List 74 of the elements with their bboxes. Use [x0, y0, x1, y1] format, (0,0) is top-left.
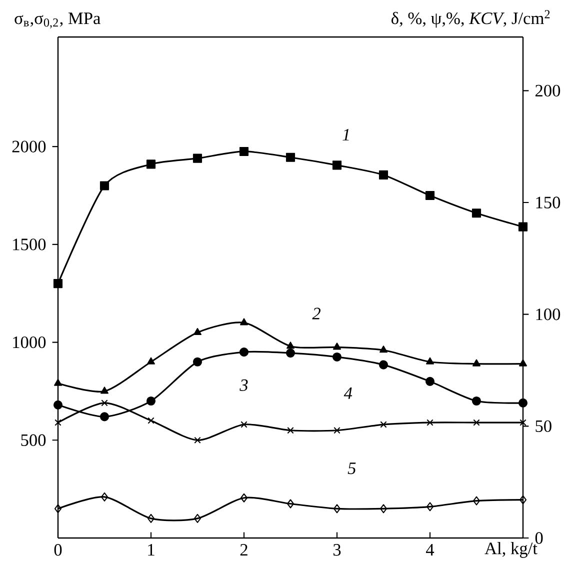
point [192, 357, 202, 366]
point [426, 419, 434, 426]
point [380, 421, 387, 428]
point [240, 493, 248, 502]
point [379, 346, 388, 353]
y-tick-label: 2000 [12, 140, 46, 152]
point [100, 181, 110, 190]
point [53, 279, 63, 288]
point [148, 417, 154, 424]
point [100, 386, 108, 394]
point [194, 328, 202, 336]
point [286, 342, 294, 349]
x-tick-label: 3 [334, 544, 341, 556]
x-tick-label: 0 [54, 544, 62, 556]
y2-tick-label: 200 [535, 84, 560, 97]
y-tick-label: 1000 [13, 336, 46, 348]
point [333, 504, 341, 514]
annotation: 1 [342, 128, 349, 140]
annotation: 5 [348, 462, 356, 474]
point [473, 419, 480, 426]
point [425, 190, 435, 200]
point [240, 318, 248, 326]
point [332, 160, 342, 170]
point [426, 357, 434, 364]
point [53, 400, 63, 410]
annotation: 3 [240, 379, 248, 392]
point [239, 146, 249, 156]
y-tick-label: 1500 [13, 238, 46, 250]
y2-tick-label: 50 [536, 420, 552, 432]
point [286, 348, 296, 358]
point [333, 342, 341, 350]
y-axis-title: σ$_{в}$,σ$_{0,2}$, MPa [14, 12, 100, 28]
point [101, 400, 108, 406]
y2-tick-label: 100 [536, 308, 560, 320]
point [425, 376, 435, 386]
point [147, 357, 155, 364]
x-tick-label: 2 [240, 544, 248, 556]
point [472, 496, 480, 506]
point [100, 412, 110, 422]
point [146, 396, 156, 406]
point [380, 504, 388, 514]
point [472, 396, 482, 406]
point [334, 427, 340, 434]
point [239, 348, 249, 357]
y2-axis-title: δ, %, ψ,%, KCV, J/cm$^{2}$ [392, 10, 550, 28]
point [194, 436, 201, 444]
point [520, 419, 526, 426]
x-tick-label: 4 [426, 544, 434, 556]
point [287, 427, 294, 434]
point [286, 499, 294, 508]
point [54, 378, 62, 386]
annotation: 2 [312, 308, 320, 320]
point [426, 502, 434, 512]
point [472, 359, 480, 366]
point [54, 419, 62, 426]
point [519, 495, 527, 504]
point [332, 352, 342, 362]
point [286, 152, 296, 162]
x-tick-label: 1 [148, 544, 154, 556]
point [240, 421, 248, 428]
x-axis-title: Al, kg/t [484, 542, 538, 558]
point [472, 208, 482, 218]
point [378, 170, 388, 180]
point [147, 514, 155, 523]
y2-tick-label: 150 [536, 196, 560, 208]
point [146, 160, 156, 169]
y-tick-label: 500 [21, 434, 46, 446]
annotation: 4 [344, 388, 352, 399]
point [54, 504, 62, 514]
point [100, 492, 108, 502]
point [192, 154, 202, 163]
point [378, 360, 388, 370]
point [194, 514, 202, 523]
y2-tick-label: 0 [535, 532, 543, 544]
